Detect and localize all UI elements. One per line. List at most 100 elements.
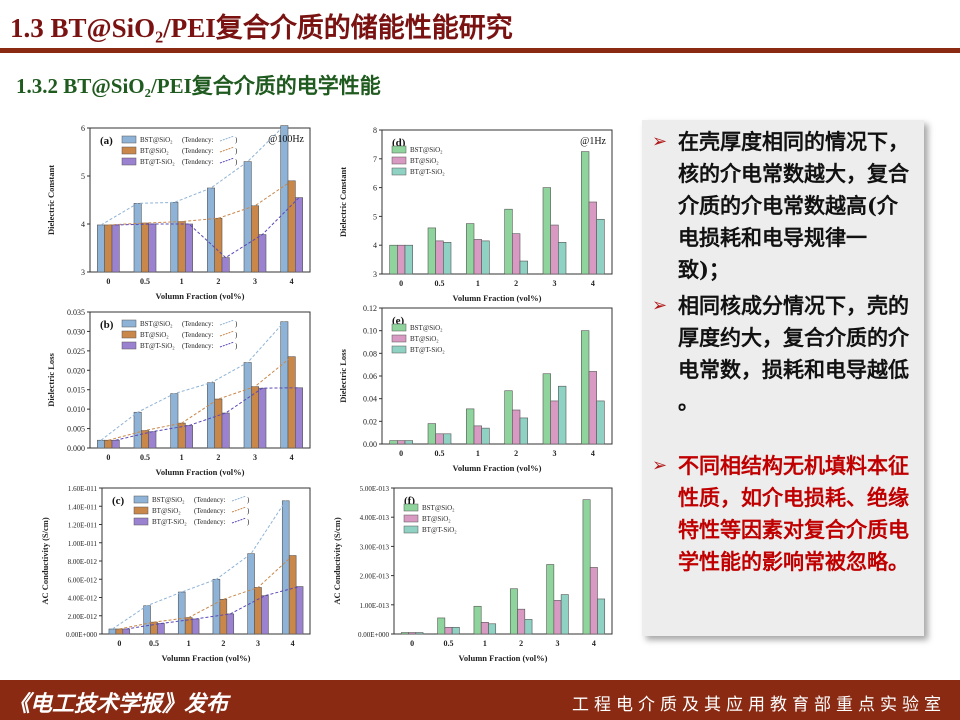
- legend-swatch: [133, 506, 149, 515]
- bar: [185, 223, 193, 273]
- legend-tendency-label: (Tendency:: [182, 147, 213, 155]
- legend-label: BST@SiO₂: [410, 146, 443, 154]
- bar: [254, 587, 262, 635]
- bar: [550, 224, 559, 275]
- bar: [280, 125, 289, 273]
- bar: [122, 628, 131, 635]
- y-tick-label: 0.12: [363, 304, 377, 313]
- bar: [443, 242, 452, 275]
- legend-swatch: [121, 157, 137, 166]
- bar: [287, 180, 296, 273]
- bar: [281, 500, 290, 635]
- bullet-text: 在壳厚度相同的情况下，核的介电常数越大，复合介质的介电常数越高(介电损耗和电导规…: [678, 129, 909, 282]
- bar: [481, 427, 490, 445]
- bar: [170, 202, 179, 273]
- bar: [243, 362, 252, 449]
- legend-swatch: [403, 514, 419, 523]
- bar: [404, 440, 413, 445]
- bar: [185, 425, 193, 449]
- y-tick-label: 5: [81, 172, 85, 181]
- tendency-line: [100, 125, 285, 226]
- legend-swatch: [391, 145, 407, 154]
- x-tick-label: 1: [187, 639, 191, 648]
- legend-swatch: [133, 517, 149, 526]
- x-tick-label: 4: [591, 279, 595, 288]
- bar: [504, 208, 513, 275]
- bar: [597, 598, 606, 635]
- bullet-3: ➢ 不同相结构无机填料本征性质，如介电损耗、绝缘特性等因素对复合介质电学性能的影…: [652, 450, 916, 578]
- bar: [148, 223, 157, 273]
- bar: [415, 632, 424, 635]
- bar: [148, 431, 157, 449]
- bar: [451, 626, 460, 635]
- bar: [435, 433, 444, 445]
- legend-tendency-close: ): [235, 320, 238, 328]
- bar: [108, 628, 117, 635]
- legend-tendency-close: ): [247, 496, 250, 504]
- y-tick-label: 6.00E-012: [68, 576, 98, 584]
- y-tick-label: 0.000: [67, 444, 85, 453]
- panel-label: (c): [112, 495, 125, 507]
- y-tick-label: 4.00E-013: [360, 514, 390, 522]
- legend-label: BST@SiO₂: [422, 504, 455, 512]
- x-tick-label: 0: [106, 453, 110, 462]
- x-tick-label: 3: [553, 449, 557, 458]
- bar: [115, 628, 124, 635]
- arrow-right-icon: ➢: [652, 455, 668, 476]
- bar: [133, 411, 142, 449]
- bar: [397, 244, 406, 275]
- bar: [582, 499, 591, 635]
- x-axis-label: Volumn Fraction (vol%): [156, 467, 245, 477]
- y-tick-label: 1.00E-013: [360, 602, 390, 610]
- x-tick-label: 0: [117, 639, 121, 648]
- legend-tendency-close: ): [247, 518, 250, 526]
- legend-label: BST@SiO₂: [410, 324, 443, 332]
- legend-label: BT@SiO₂: [410, 335, 439, 343]
- bar: [226, 613, 235, 635]
- arrow-right-icon: ➢: [652, 295, 668, 316]
- legend-tendency-label: (Tendency:: [194, 496, 225, 504]
- bar: [221, 257, 230, 273]
- y-tick-label: 2.00E-013: [360, 573, 390, 581]
- chart-e-dielectric-loss-1hz: 0.00 0.02 0.04 0.06 0.08 0.10 0.12 0 0.5 1 2 3 4 Volu…: [338, 304, 613, 473]
- bar: [157, 623, 165, 635]
- legend-tendency-close: ): [235, 136, 238, 144]
- bar: [512, 233, 521, 275]
- y-tick-label: 4: [373, 241, 377, 250]
- bullet-text: 相同核成分情况下，壳的厚度约大，复合介质的介电常数，损耗和电导越低 。: [678, 293, 909, 414]
- y-tick-label: 4.00E-012: [68, 595, 98, 603]
- x-tick-label: 1: [180, 277, 184, 286]
- bar: [542, 187, 551, 275]
- legend-tendency-line: [219, 319, 235, 326]
- bullet-1: ➢ 在壳厚度相同的情况下，核的介电常数越大，复合介质的介电常数越高(介电损耗和电…: [652, 126, 916, 286]
- page-title: 1.3 BT@SiO₂/PEI复合介质的储能性能研究: [10, 13, 513, 43]
- x-tick-label: 1: [180, 453, 184, 462]
- y-tick-label: 1.60E-011: [68, 485, 98, 493]
- bar: [550, 400, 559, 445]
- bar: [191, 618, 200, 635]
- bar: [589, 567, 598, 635]
- x-tick-label: 0.5: [149, 639, 159, 648]
- bar: [519, 260, 528, 275]
- legend-label: BT@SiO₂: [140, 331, 169, 339]
- x-tick-label: 4: [592, 639, 596, 648]
- x-tick-label: 0.5: [140, 277, 150, 286]
- legend-tendency-line: [219, 157, 235, 164]
- footer-lab-name: 工程电介质及其应用教育部重点实验室: [572, 695, 946, 715]
- bar: [397, 440, 406, 445]
- frequency-annotation: @1Hz: [580, 136, 606, 147]
- legend-tendency-close: ): [235, 331, 238, 339]
- bar: [214, 217, 223, 273]
- x-tick-label: 1: [476, 279, 480, 288]
- bar: [408, 632, 417, 635]
- bar: [207, 187, 215, 273]
- y-tick-label: 0.00: [363, 440, 377, 449]
- bar: [437, 617, 446, 635]
- bar: [97, 439, 105, 449]
- legend-label: BST@SiO₂: [140, 320, 173, 328]
- summary-textbox: ➢ 在壳厚度相同的情况下，核的介电常数越大，复合介质的介电常数越高(介电损耗和电…: [642, 120, 924, 636]
- x-tick-label: 0.5: [444, 639, 454, 648]
- legend-tendency-line: [219, 135, 235, 142]
- bar: [111, 439, 120, 449]
- bar: [558, 385, 567, 445]
